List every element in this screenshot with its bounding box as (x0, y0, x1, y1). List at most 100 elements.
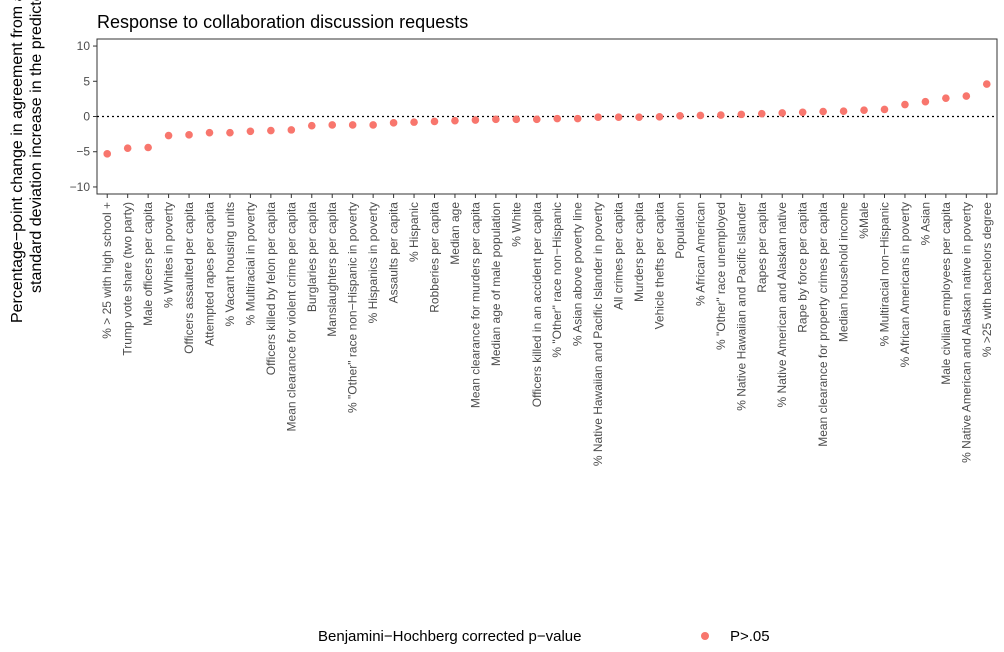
data-point (819, 107, 827, 116)
data-point (839, 107, 848, 116)
x-tick-label: % African Americans in poverty (898, 202, 912, 367)
y-tick-label: 5 (83, 74, 90, 88)
x-tick-label: Median age (448, 202, 462, 265)
data-points (103, 80, 991, 158)
data-point (532, 115, 541, 124)
y-tick-label: −10 (70, 180, 91, 194)
data-point (860, 106, 868, 114)
x-tick-label: %Male (857, 202, 871, 239)
x-tick-label: % Native American and Alaskan native in … (959, 202, 973, 463)
data-point (471, 116, 480, 124)
x-tick-label: Robberies per capita (428, 202, 442, 313)
x-tick-label: % Native Hawaiian and Pacific Islander (734, 202, 748, 411)
data-point (880, 105, 889, 114)
data-point (267, 126, 275, 135)
x-tick-label: % Native American and Alaskan native (775, 202, 789, 408)
x-tick-label: Mean clearance for property crimes per c… (816, 202, 830, 447)
x-tick-label: % Hispanic (407, 202, 421, 262)
data-point (246, 127, 255, 136)
data-point (369, 121, 377, 129)
data-point (185, 131, 193, 139)
data-point (901, 100, 909, 109)
legend-title: Benjamini−Hochberg corrected p−value (318, 628, 582, 645)
data-point (655, 113, 664, 121)
data-point (614, 113, 623, 122)
x-tick-label: Officers assaulted per capita (182, 202, 196, 354)
data-point (103, 150, 112, 158)
x-tick-label: Population (673, 202, 687, 259)
data-point (430, 117, 439, 126)
x-tick-label: All crimes per capita (612, 202, 626, 310)
x-tick-label: Officers killed in an accident per capit… (530, 202, 544, 408)
x-tick-label: Mean clearance for murders per capita (468, 202, 482, 408)
x-tick-label: Officers killed by felon per capita (264, 202, 278, 376)
x-tick-label: % White (509, 202, 523, 247)
x-tick-label: Male civilian employees per capita (939, 202, 953, 385)
y-tick-label: −5 (76, 145, 90, 159)
x-tick-label: % Native Hawaiian and Pacific Islander i… (591, 202, 605, 466)
x-tick-label: Burglaries per capita (305, 202, 319, 312)
x-tick-label: Attempted rapes per capita (203, 202, 217, 346)
x-tick-label: % "Other" race unemployed (714, 202, 728, 350)
x-tick-label: Vehicle thefts per capita (653, 202, 667, 330)
legend-key (701, 632, 709, 640)
x-tick-label: Assaults per capita (387, 202, 401, 304)
data-point (553, 114, 562, 123)
x-tick-label: Male officers per capita (141, 202, 155, 326)
legend-label: P>.05 (730, 628, 770, 645)
x-tick-label: % Multiracial in poverty (243, 202, 257, 325)
data-point (982, 80, 991, 88)
x-tick-label: % Hispanics in poverty (366, 202, 380, 323)
data-point (123, 144, 132, 153)
data-point (492, 115, 500, 124)
x-tick-label: Manslaughters per capita (325, 202, 339, 337)
data-point (635, 113, 643, 122)
data-point (287, 126, 296, 134)
y-tick-label: 10 (77, 39, 91, 53)
x-tick-label: % Whites in poverty (162, 202, 176, 308)
y-axis-title-line-2: standard deviation increase in the predi… (28, 0, 45, 293)
data-point (757, 109, 766, 118)
y-axis-title-line-1: Percentage−point change in agreement fro… (9, 0, 26, 323)
x-tick-label: Murders per capita (632, 202, 646, 302)
x-tick-label: Median age of male population (489, 202, 503, 366)
data-point (696, 111, 705, 120)
y-tick-label: 0 (83, 110, 90, 124)
x-tick-label: % >25 with bachelors degree (980, 202, 994, 357)
data-point (737, 110, 746, 119)
data-point (205, 128, 214, 137)
data-point (164, 131, 173, 140)
x-tick-label: Median household income (837, 202, 851, 342)
data-point (451, 116, 459, 125)
data-point (717, 111, 725, 119)
x-tick-label: % > 25 with high school + (100, 202, 114, 339)
chart-title: Response to collaboration discussion req… (97, 12, 468, 32)
data-point (307, 121, 316, 130)
data-point (226, 128, 234, 137)
x-tick-label: % Vacant housing units (223, 202, 237, 327)
x-axis: % > 25 with high school + Trump vote shar… (100, 194, 994, 466)
data-point (778, 109, 787, 117)
data-point (798, 108, 807, 117)
data-point (942, 94, 950, 102)
x-tick-label: % "Other" race non−Hispanic in poverty (346, 202, 360, 413)
y-axis-title: Percentage−point change in agreement fro… (9, 0, 45, 323)
x-tick-label: % Multiracial non−Hispanic (878, 202, 892, 346)
data-point (144, 143, 152, 152)
data-point (962, 92, 971, 100)
x-tick-label: Rapes per capita (755, 202, 769, 293)
data-point (389, 119, 398, 127)
x-tick-label: % Asian above poverty line (571, 202, 585, 346)
x-tick-label: % African American (693, 202, 707, 306)
data-point (594, 113, 602, 122)
data-point (573, 114, 582, 123)
x-tick-label: % "Other" race non−Hispanic (550, 202, 564, 358)
x-tick-label: Mean clearance for violent crime per cap… (284, 202, 298, 432)
legend: Benjamini−Hochberg corrected p−value P>.… (318, 628, 770, 645)
x-tick-label: Rape by force per capita (796, 202, 810, 333)
data-point (512, 115, 521, 124)
data-point (410, 118, 418, 126)
data-point (328, 121, 337, 129)
data-point (676, 111, 684, 120)
